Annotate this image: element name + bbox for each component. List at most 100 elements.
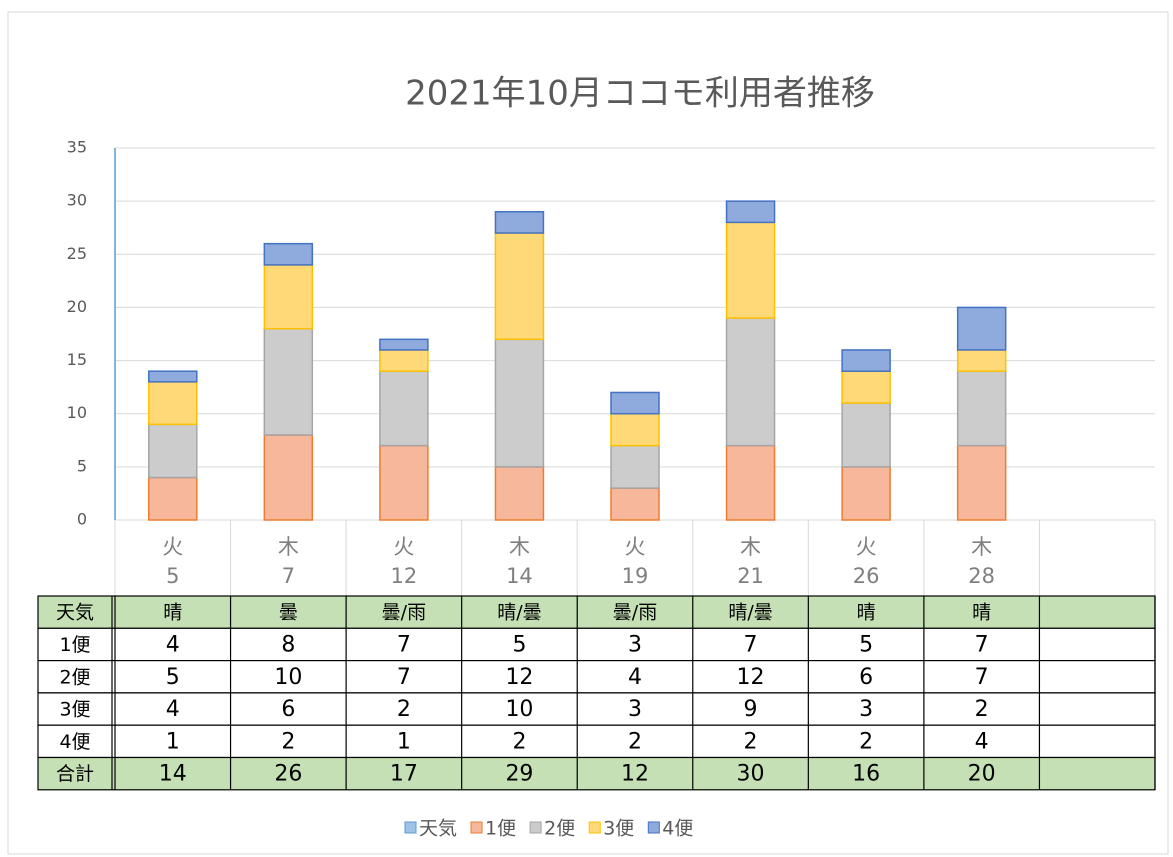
bar-segment (956, 349, 1007, 372)
table-cell: 晴 (163, 602, 182, 624)
table-total: 26 (274, 762, 302, 787)
x-tick-label: 28 (968, 564, 995, 588)
table-cell: 曇 (279, 602, 298, 624)
table-row (37, 627, 1156, 662)
x-tick-label: 5 (166, 564, 179, 588)
table-total: 29 (505, 762, 533, 787)
x-tick-weekday: 火 (625, 535, 646, 559)
table-cell: 晴 (972, 602, 991, 624)
y-tick-label: 20 (67, 297, 87, 316)
bar-segment (725, 317, 776, 447)
bar-segment (379, 338, 429, 351)
bar-segment (494, 211, 545, 234)
table-cell: 12 (505, 665, 533, 690)
table-cell: 7 (397, 665, 411, 690)
table-cell: 4 (166, 697, 180, 722)
x-tick-label: 7 (282, 564, 295, 588)
row-header: 合計 (56, 763, 94, 785)
legend-label: 2便 (544, 818, 575, 840)
y-tick-label: 15 (67, 350, 87, 369)
table-cell: 3 (859, 697, 873, 722)
x-tick-weekday: 火 (856, 535, 877, 559)
table-total: 20 (968, 762, 996, 787)
chart-title: 2021年10月ココモ利用者推移 (405, 74, 875, 114)
table-cell: 2 (975, 697, 989, 722)
bar-segment (610, 444, 660, 489)
row-header: 1便 (59, 634, 90, 656)
bar-segment (610, 487, 660, 521)
table-total: 17 (390, 762, 418, 787)
x-tick-weekday: 木 (278, 535, 299, 559)
bar-segment (379, 444, 429, 521)
x-tick-label: 19 (622, 564, 649, 588)
bar-segment (379, 370, 429, 447)
table-cell: 7 (975, 665, 989, 690)
bar-segment (841, 466, 891, 521)
x-tick-label: 26 (853, 564, 880, 588)
table-cell: 晴 (857, 602, 876, 624)
table-cell: 7 (397, 632, 411, 657)
table-cell: 8 (281, 632, 295, 657)
table-total: 30 (737, 762, 765, 787)
table-cell: 1 (166, 729, 180, 754)
bar-segment (841, 402, 891, 468)
legend-label: 1便 (485, 818, 516, 840)
row-header: 4便 (59, 731, 90, 753)
bar-segment (725, 444, 776, 521)
bar-segment (148, 370, 198, 383)
table-cell: 4 (166, 632, 180, 657)
legend-label: 4便 (662, 818, 693, 840)
bar-segment (494, 466, 545, 521)
bar-segment (841, 370, 891, 404)
bar-segment (841, 349, 891, 372)
bar-segment (379, 349, 429, 372)
x-tick-label: 12 (391, 564, 418, 588)
table-cell: 曇/雨 (382, 602, 426, 624)
table-cell: 2 (281, 729, 295, 754)
table-cell: 2 (512, 729, 526, 754)
table-cell: 9 (744, 697, 758, 722)
legend-swatch (470, 821, 483, 834)
x-tick-weekday: 火 (162, 535, 183, 559)
bar-segment (494, 232, 545, 341)
table-cell: 5 (166, 665, 180, 690)
table-cell: 5 (512, 632, 526, 657)
legend-swatch (647, 821, 660, 834)
bar-segment (956, 306, 1007, 351)
bar-segment (148, 476, 198, 521)
bar-segment (610, 391, 660, 415)
table-cell: 2 (628, 729, 642, 754)
table-total: 14 (159, 762, 187, 787)
bar-segment (148, 381, 198, 426)
x-tick-weekday: 木 (740, 535, 761, 559)
table-cell: 7 (975, 632, 989, 657)
table-cell: 6 (281, 697, 295, 722)
x-tick-weekday: 火 (393, 535, 414, 559)
y-tick-label: 5 (77, 456, 87, 475)
x-tick-label: 21 (737, 564, 764, 588)
table-cell: 3 (628, 697, 642, 722)
table-total: 16 (852, 762, 880, 787)
row-header: 3便 (59, 699, 90, 721)
table-cell: 2 (859, 729, 873, 754)
table-total: 12 (621, 762, 649, 787)
table-row (37, 595, 1156, 629)
table-cell: 晴/曇 (497, 602, 541, 624)
table-cell: 12 (737, 665, 765, 690)
table-cell: 6 (859, 665, 873, 690)
bar-segment (263, 327, 314, 436)
bar-segment (956, 370, 1007, 447)
table-cell: 2 (744, 729, 758, 754)
row-header: 2便 (59, 666, 90, 688)
legend-swatch (588, 821, 601, 834)
x-tick-label: 14 (506, 564, 533, 588)
table-cell: 晴/曇 (728, 602, 772, 624)
legend-label: 天気 (419, 818, 457, 840)
bar-segment (610, 412, 660, 447)
legend-label: 3便 (603, 818, 634, 840)
y-tick-label: 0 (77, 510, 87, 529)
y-tick-label: 25 (67, 244, 87, 263)
table-cell: 5 (859, 632, 873, 657)
bar-segment (263, 242, 314, 266)
